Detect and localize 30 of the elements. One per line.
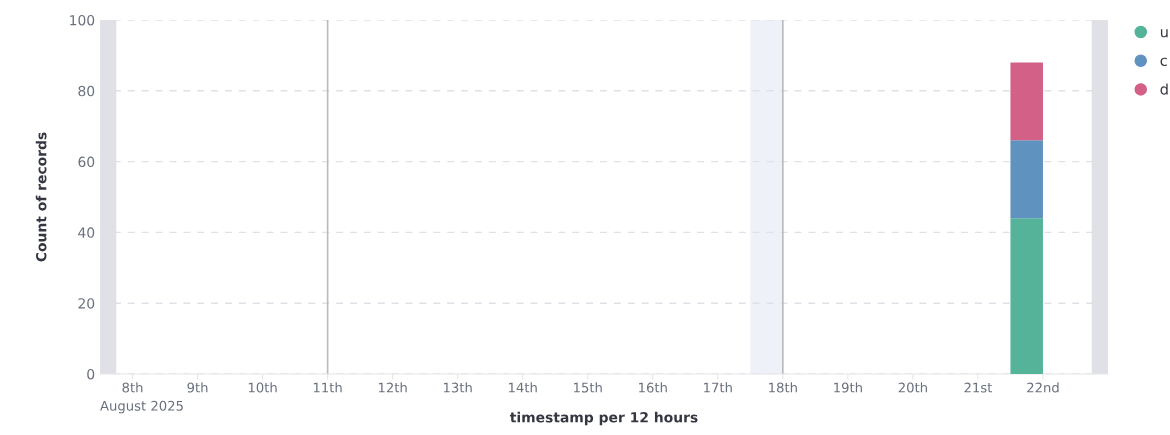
x-tick-label: 10th (248, 382, 277, 393)
x-tick-label: 18th (769, 382, 797, 393)
bar (1010, 218, 1043, 374)
y-tick-label: 100 (70, 14, 95, 26)
x-tick-label: 13th (443, 382, 472, 393)
x-tick-label: 19th (834, 382, 862, 393)
y-tick-label: 80 (78, 85, 95, 97)
bar (1010, 62, 1043, 141)
y-tick-label: 20 (78, 298, 95, 309)
legend-label: c (1160, 57, 1167, 67)
bar (1010, 140, 1043, 219)
x-tick-label: 12th (378, 382, 407, 393)
x-tick-label: 22nd (1027, 382, 1059, 393)
x-tick-label: 15th (574, 382, 602, 393)
y-tick-label: 60 (78, 156, 95, 168)
x-tick-label: 20th (898, 382, 927, 393)
x-tick-label: 11th (313, 382, 342, 393)
legend-label: u (1160, 28, 1168, 38)
y-axis-title: Count of records (35, 132, 47, 262)
legend-label: d (1160, 83, 1168, 95)
x-tick-label: 9th (187, 382, 208, 393)
x-axis-title: timestamp per 12 hours (509, 411, 698, 426)
x-tick-label: 16th (639, 382, 667, 393)
x-tick-label: 14th (509, 382, 537, 393)
text: August 2025 (100, 400, 183, 414)
x-tick-label: 17th (704, 382, 732, 393)
y-tick-label: 0 (87, 368, 95, 380)
x-tick-label: 21st (964, 382, 993, 393)
x-tick-label: 8th (122, 382, 143, 393)
y-tick-label: 40 (78, 227, 95, 238)
